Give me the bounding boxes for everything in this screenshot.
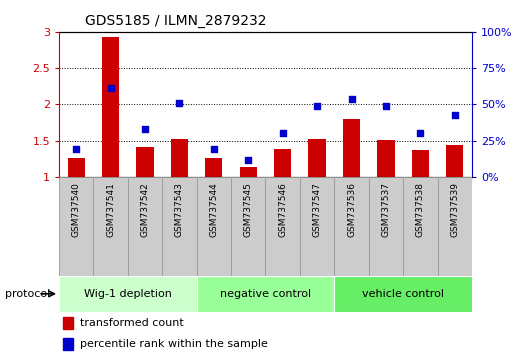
Point [175, 100, 184, 106]
Bar [162, 177, 196, 276]
Point [382, 103, 390, 109]
Text: GSM737537: GSM737537 [382, 182, 390, 237]
Bar [93, 177, 128, 276]
Point [141, 126, 149, 132]
Text: GSM737538: GSM737538 [416, 182, 425, 237]
Text: GSM737546: GSM737546 [278, 182, 287, 237]
Text: protocol: protocol [5, 289, 50, 299]
Bar [412, 150, 429, 177]
Point [450, 112, 459, 118]
Bar [171, 138, 188, 177]
Bar [300, 177, 334, 276]
Bar [438, 177, 472, 276]
Point [244, 157, 252, 162]
Text: GSM737544: GSM737544 [209, 182, 219, 237]
Text: transformed count: transformed count [80, 318, 183, 327]
Point [210, 147, 218, 152]
Bar [128, 177, 162, 276]
Point [313, 103, 321, 109]
Point [347, 96, 356, 102]
Bar [102, 37, 119, 177]
Bar [231, 177, 266, 276]
Bar [274, 149, 291, 177]
Point [107, 86, 115, 91]
Bar [403, 177, 438, 276]
Bar [63, 338, 73, 350]
Bar [59, 276, 196, 312]
Bar [265, 177, 300, 276]
Text: GSM737547: GSM737547 [312, 182, 322, 237]
Bar [205, 158, 223, 177]
Text: negative control: negative control [220, 289, 311, 299]
Text: vehicle control: vehicle control [362, 289, 444, 299]
Bar [334, 276, 472, 312]
Bar [63, 316, 73, 329]
Bar [196, 276, 334, 312]
Text: GSM737542: GSM737542 [141, 182, 149, 237]
Bar [196, 177, 231, 276]
Bar [240, 167, 257, 177]
Text: percentile rank within the sample: percentile rank within the sample [80, 339, 267, 349]
Point [72, 147, 81, 152]
Text: GSM737540: GSM737540 [72, 182, 81, 237]
Bar [59, 177, 93, 276]
Bar [446, 145, 463, 177]
Bar [308, 139, 326, 177]
Bar [136, 147, 153, 177]
Bar [334, 177, 369, 276]
Bar [343, 119, 360, 177]
Text: GSM737541: GSM737541 [106, 182, 115, 237]
Bar [369, 177, 403, 276]
Bar [378, 140, 394, 177]
Point [416, 131, 424, 136]
Text: GSM737543: GSM737543 [175, 182, 184, 237]
Bar [68, 158, 85, 177]
Text: GSM737539: GSM737539 [450, 182, 459, 237]
Text: GSM737536: GSM737536 [347, 182, 356, 237]
Point [279, 131, 287, 136]
Text: GSM737545: GSM737545 [244, 182, 253, 237]
Text: GDS5185 / ILMN_2879232: GDS5185 / ILMN_2879232 [85, 14, 266, 28]
Text: Wig-1 depletion: Wig-1 depletion [84, 289, 172, 299]
